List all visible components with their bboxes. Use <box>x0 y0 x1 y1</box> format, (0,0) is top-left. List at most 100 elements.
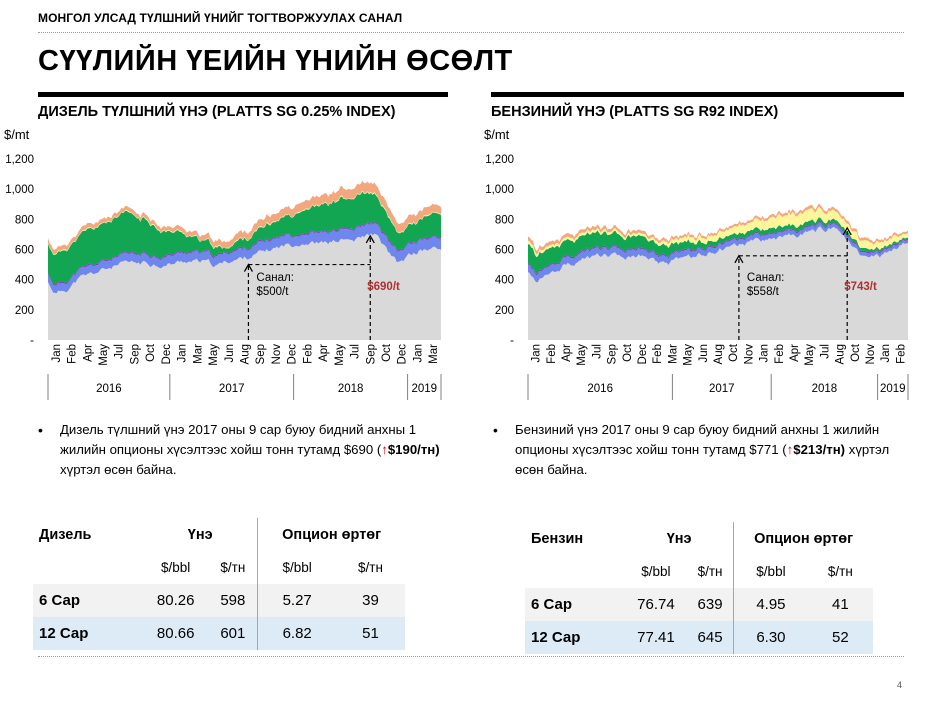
x-tick-label: Apr <box>789 344 801 362</box>
year-label: 2017 <box>709 383 735 395</box>
x-tick-label: Jan <box>880 344 892 363</box>
gasoline-table-label: Бензин <box>531 530 584 547</box>
x-tick-label: Nov <box>271 344 283 365</box>
x-tick-label: Nov <box>743 344 755 365</box>
unit-bbl: $/bbl <box>161 560 191 575</box>
x-tick-label: Oct <box>145 343 157 362</box>
y-tick-label: 1,200 <box>485 154 514 166</box>
row-value: 598 <box>208 584 258 617</box>
offer-label: Санал: <box>747 272 784 284</box>
year-label: 2018 <box>812 383 838 395</box>
current-arrow-icon <box>842 226 852 236</box>
x-tick-label: Mar <box>192 344 204 364</box>
x-tick-label: Jan <box>531 344 543 363</box>
up-arrow-icon: ↑ <box>381 442 388 457</box>
row-value: 51 <box>335 617 405 650</box>
table-row: 6 Сар 80.26 598 5.27 39 <box>33 584 405 617</box>
diesel-bullet-increase: $190/тн) <box>387 442 440 457</box>
year-label: 2019 <box>880 383 906 395</box>
row-term: 12 Сар <box>33 617 143 650</box>
gasoline-chart-title: БЕНЗИНИЙ ҮНЭ (PLATTS SG R92 INDEX) <box>491 104 779 120</box>
area-band-blue <box>528 222 908 283</box>
x-tick-label: Oct <box>850 343 862 362</box>
row-value: 5.27 <box>257 584 336 617</box>
gasoline-bullet-increase: $213/тн) <box>793 442 846 457</box>
option-header: Опцион өртөг <box>733 522 873 555</box>
current-arrow-icon <box>365 234 375 244</box>
x-tick-label: May <box>98 344 110 366</box>
area-band-green <box>48 191 441 285</box>
y-axis-label: $/mt <box>484 127 510 142</box>
area-band-base <box>48 233 441 340</box>
y-axis-label: $/mt <box>4 127 30 142</box>
row-value: 77.41 <box>625 621 687 654</box>
x-tick-label: Jan <box>177 344 189 363</box>
x-tick-label: May <box>576 344 588 366</box>
report-label: МОНГОЛ УЛСАД ТҮЛШНИЙ ҮНИЙГ ТОГТВОРЖУУЛАХ… <box>38 11 403 25</box>
price-header: Үнэ <box>187 526 213 543</box>
y-tick-label: - <box>30 335 34 347</box>
row-value: 39 <box>335 584 405 617</box>
x-tick-label: Apr <box>318 344 330 362</box>
row-value: 601 <box>208 617 258 650</box>
area-band-orange <box>528 203 908 255</box>
current-value-label: $690/t <box>367 281 400 293</box>
x-tick-label: Aug <box>240 344 252 364</box>
diesel-price-table: Дизель Үнэ Опцион өртөг $/bbl $/тн $/bbl… <box>33 518 405 650</box>
price-header: Үнэ <box>666 530 692 547</box>
row-value: 4.95 <box>733 588 808 621</box>
x-tick-label: Jan <box>759 344 771 363</box>
gasoline-section-bar <box>491 92 904 97</box>
diesel-price-chart: $/mt - 200 400 600 800 1,000 1,200 Санал: $500/t $… <box>4 127 442 400</box>
x-tick-label: Feb <box>302 344 314 364</box>
up-arrow-icon: ↑ <box>786 442 794 457</box>
y-tick-label: 800 <box>495 214 514 226</box>
x-tick-label: Jun <box>224 344 236 363</box>
x-tick-label: May <box>804 344 816 366</box>
x-tick-label: Sep <box>607 344 619 364</box>
gasoline-bullet-tail: хүртэл өсөн байна. <box>515 442 890 477</box>
y-tick-label: 1,000 <box>5 184 34 196</box>
x-tick-label: Mar <box>667 344 679 364</box>
diesel-bullet-tail: хүртэл өсөн байна. <box>60 462 177 477</box>
row-term: 6 Сар <box>33 584 143 617</box>
table-row: 12 Сар 80.66 601 6.82 51 <box>33 617 405 650</box>
year-label: 2016 <box>96 383 122 395</box>
x-tick-label: Sep <box>129 344 141 364</box>
row-value: 645 <box>686 621 734 654</box>
x-tick-label: Apr <box>561 344 573 362</box>
unit-tn: $/тн <box>220 560 246 575</box>
unit-tn: $/тн <box>697 564 723 579</box>
x-tick-label: Mar <box>428 344 440 364</box>
offer-arrow-icon <box>243 263 253 272</box>
table-row: 12 Сар 77.41 645 6.30 52 <box>525 621 873 654</box>
x-tick-label: May <box>683 344 695 366</box>
x-tick-label: Sep <box>365 344 377 364</box>
diesel-chart-title: ДИЗЕЛЬ ТҮЛШНИЙ ҮНЭ (PLATTS SG 0.25% INDE… <box>38 104 396 120</box>
x-tick-label: Sep <box>255 344 267 364</box>
y-tick-label: 400 <box>495 275 514 287</box>
area-band-base <box>528 226 908 340</box>
row-value: 52 <box>807 621 873 654</box>
offer-arrow-icon <box>734 254 744 264</box>
x-tick-label: Oct <box>728 343 740 362</box>
area-band-yellow <box>528 206 908 258</box>
x-tick-label: Dec <box>287 344 299 365</box>
gasoline-price-chart: $/mt - 200 400 600 800 1,000 1,200 Санал: $558/t $… <box>484 127 909 400</box>
year-label: 2017 <box>219 383 245 395</box>
y-tick-label: 400 <box>15 275 34 287</box>
x-tick-label: Jun <box>698 344 710 363</box>
x-tick-label: Feb <box>774 344 786 364</box>
x-tick-label: Feb <box>652 344 664 364</box>
diesel-bullet: • Дизель түлшний үнэ 2017 оны 9 сар буюу… <box>38 420 450 480</box>
y-tick-label: - <box>510 335 514 347</box>
x-tick-label: Oct <box>381 343 393 362</box>
bullet-dot-icon: • <box>493 422 498 438</box>
x-tick-label: Jan <box>51 344 63 363</box>
area-band-blue <box>48 222 441 294</box>
current-value-label: $743/t <box>844 281 877 293</box>
offer-label: Санал: <box>256 272 293 284</box>
x-tick-label: Aug <box>835 344 847 364</box>
table-row: 6 Сар 76.74 639 4.95 41 <box>525 588 873 621</box>
gasoline-price-table: Бензин Үнэ Опцион өртөг $/bbl $/тн $/bbl… <box>525 522 873 654</box>
